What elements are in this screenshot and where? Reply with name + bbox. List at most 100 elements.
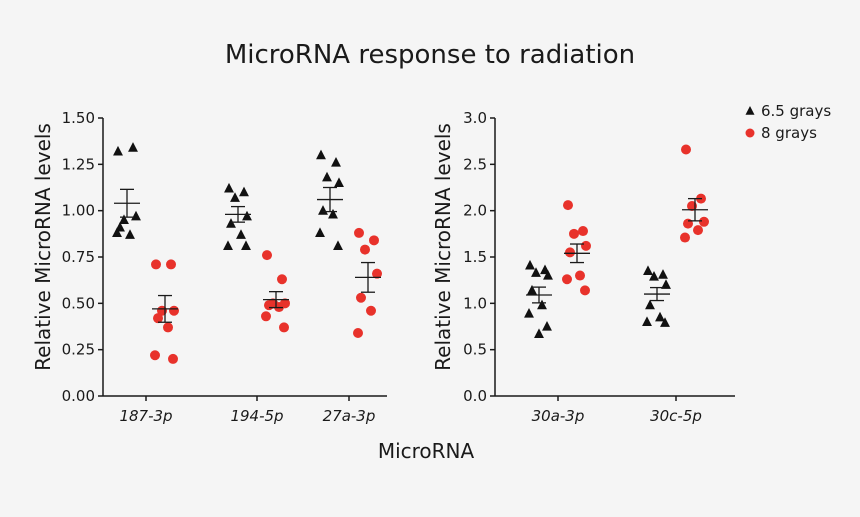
y-tick-label: 2.0 (463, 202, 487, 220)
data-point-6-5-grays (128, 142, 138, 152)
data-point-6-5-grays (645, 299, 655, 310)
data-point-8-grays (153, 313, 163, 324)
y-tick-label: 1.00 (62, 202, 95, 220)
data-point-8-grays (261, 311, 271, 322)
x-tick-label: 187-3p (119, 407, 172, 425)
data-point-8-grays (264, 300, 274, 311)
data-point-8-grays (166, 259, 176, 270)
y-tick-label: 1.25 (62, 155, 95, 173)
data-point-6-5-grays (537, 299, 547, 310)
y-tick-label: 0.50 (62, 294, 95, 312)
data-point-8-grays (581, 240, 591, 251)
y-tick-label: 1.5 (463, 248, 487, 266)
data-point-8-grays (569, 228, 579, 239)
x-tick-label: 30c-5p (650, 407, 702, 425)
data-point-6-5-grays (230, 192, 240, 202)
data-point-6-5-grays (328, 208, 338, 219)
data-point-6-5-grays (318, 205, 328, 215)
data-point-6-5-grays (334, 177, 344, 187)
data-point-8-grays (575, 270, 585, 281)
data-point-6-5-grays (315, 227, 325, 238)
data-point-8-grays (277, 274, 287, 285)
data-point-8-grays (360, 244, 370, 255)
legend-marker-triangle (745, 106, 755, 115)
data-point-8-grays (699, 216, 709, 227)
data-point-8-grays (366, 305, 376, 316)
right-panel: Relative MicroRNA levels 0.0 0.5 1.0 1.5 2.0 2… (431, 109, 735, 425)
data-point-8-grays (356, 292, 366, 303)
data-point-8-grays (578, 226, 588, 237)
data-point-6-5-grays (125, 229, 135, 239)
data-point-6-5-grays (525, 259, 535, 270)
legend-label-6-5-grays: 6.5 grays (761, 102, 831, 120)
data-point-6-5-grays (236, 229, 246, 239)
data-point-6-5-grays (241, 240, 251, 251)
data-point-8-grays (683, 218, 693, 229)
data-point-6-5-grays (316, 149, 326, 160)
data-point-6-5-grays (113, 145, 123, 156)
data-point-8-grays (563, 200, 573, 211)
left-panel: Relative MicroRNA levels 0.00 0.25 0.50 0.75… (31, 109, 387, 425)
data-point-6-5-grays (649, 270, 659, 281)
data-point-6-5-grays (660, 317, 670, 327)
data-point-6-5-grays (658, 269, 668, 279)
legend: 6.5 grays 8 grays (745, 102, 831, 142)
data-point-6-5-grays (642, 316, 652, 326)
chart-title: MicroRNA response to radiation (225, 40, 635, 70)
y-tick-label: 3.0 (463, 109, 487, 127)
data-point-8-grays (150, 350, 160, 361)
x-axis-label: MicroRNA (378, 439, 475, 463)
data-point-8-grays (151, 259, 161, 270)
data-point-6-5-grays (524, 308, 534, 318)
y-tick-label: 0.25 (62, 341, 95, 359)
data-point-8-grays (372, 268, 382, 279)
data-point-6-5-grays (333, 240, 343, 251)
data-point-6-5-grays (661, 279, 671, 289)
data-point-8-grays (354, 227, 364, 238)
data-point-8-grays (369, 235, 379, 246)
x-tick-label: 30a-3p (532, 407, 585, 425)
data-point-8-grays (279, 322, 289, 333)
y-tick-label: 0.00 (62, 387, 95, 405)
data-point-6-5-grays (131, 210, 141, 221)
data-point-6-5-grays (322, 171, 332, 182)
x-tick-label: 27a-3p (323, 407, 376, 425)
data-point-8-grays (163, 322, 173, 333)
y-tick-label: 0.5 (463, 341, 487, 359)
data-point-6-5-grays (223, 240, 233, 251)
data-point-6-5-grays (112, 227, 122, 238)
data-point-8-grays (262, 250, 272, 261)
data-point-8-grays (693, 225, 703, 236)
data-point-8-grays (168, 353, 178, 364)
data-point-6-5-grays (527, 284, 537, 295)
data-point-6-5-grays (239, 186, 249, 197)
data-point-6-5-grays (543, 270, 553, 280)
y-tick-label: 2.5 (463, 155, 487, 173)
y-axis-label: Relative MicroRNA levels (431, 123, 455, 371)
data-point-8-grays (562, 274, 572, 285)
data-point-8-grays (565, 247, 575, 258)
data-point-8-grays (680, 232, 690, 243)
y-tick-label: 0.75 (62, 248, 95, 266)
data-point-6-5-grays (531, 267, 541, 277)
data-point-6-5-grays (226, 218, 236, 228)
data-point-6-5-grays (119, 214, 129, 225)
data-point-6-5-grays (542, 321, 552, 331)
x-tick-label: 194-5p (230, 407, 283, 425)
y-axis-label: Relative MicroRNA levels (31, 123, 55, 371)
data-point-6-5-grays (534, 328, 544, 339)
legend-entry-1: 8 grays (745, 124, 817, 142)
data-point-6-5-grays (643, 265, 653, 276)
legend-marker-circle (745, 128, 755, 138)
data-point-8-grays (353, 327, 363, 338)
data-point-6-5-grays (331, 156, 341, 167)
data-point-6-5-grays (655, 311, 665, 322)
y-tick-label: 1.0 (463, 294, 487, 312)
y-tick-label: 0.0 (463, 387, 487, 405)
legend-label-8-grays: 8 grays (761, 124, 817, 142)
data-point-6-5-grays (242, 210, 252, 221)
data-point-8-grays (580, 285, 590, 296)
data-point-6-5-grays (224, 182, 234, 193)
data-point-8-grays (681, 144, 691, 155)
